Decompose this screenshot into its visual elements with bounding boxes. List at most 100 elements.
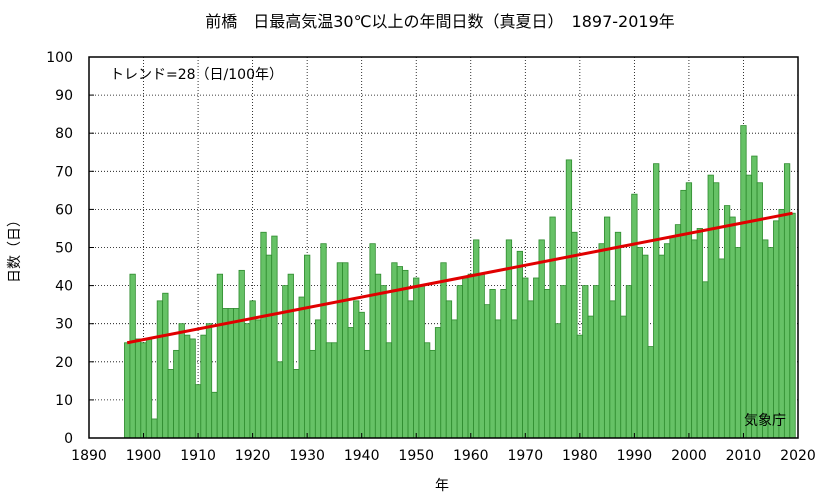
bar xyxy=(669,235,676,439)
y-tick-label: 10 xyxy=(55,393,73,409)
bar xyxy=(642,254,649,439)
bar xyxy=(451,319,458,439)
y-tick-label: 40 xyxy=(55,279,73,295)
bar xyxy=(456,285,463,439)
bar xyxy=(696,228,703,439)
bar xyxy=(734,247,742,439)
y-axis-label: 日数（日） xyxy=(7,213,23,283)
bar xyxy=(538,239,545,439)
bar xyxy=(680,189,687,439)
bars xyxy=(124,125,796,439)
bar xyxy=(767,247,774,439)
bar xyxy=(762,239,769,439)
bar xyxy=(320,243,327,439)
bar xyxy=(216,273,224,439)
bar xyxy=(647,346,654,439)
bar xyxy=(598,243,605,439)
bar xyxy=(462,277,469,439)
bar xyxy=(565,159,573,439)
bar xyxy=(353,300,360,439)
x-tick-label: 2000 xyxy=(671,448,707,464)
bar xyxy=(282,285,289,439)
bar xyxy=(314,319,322,439)
bar xyxy=(396,266,403,439)
bar xyxy=(691,239,698,439)
x-tick-label: 2010 xyxy=(726,448,762,464)
bar xyxy=(145,338,153,439)
bar xyxy=(685,182,693,439)
bar xyxy=(631,193,638,439)
bar xyxy=(467,273,474,439)
bar xyxy=(522,277,529,439)
bar xyxy=(205,323,213,439)
bar xyxy=(124,342,131,439)
bar xyxy=(407,300,414,439)
x-axis: 1890 1900 1910 1920 1930 1940 1950 1960 1970 1980… xyxy=(71,433,816,464)
bar xyxy=(653,163,660,439)
bar xyxy=(500,289,507,439)
y-tick-label: 80 xyxy=(55,126,73,142)
y-tick-label: 60 xyxy=(55,202,73,218)
bar xyxy=(347,327,354,439)
bar xyxy=(189,338,196,439)
bar xyxy=(729,216,736,439)
bar xyxy=(134,338,142,439)
bar xyxy=(533,277,540,439)
bar xyxy=(222,308,229,439)
bar xyxy=(429,349,436,439)
bar xyxy=(369,243,376,439)
bar xyxy=(413,277,420,439)
y-tick-label: 30 xyxy=(55,317,73,333)
source-label: 気象庁 xyxy=(744,413,786,429)
bar xyxy=(249,300,256,439)
bar xyxy=(484,304,491,439)
bar xyxy=(614,231,622,439)
bar xyxy=(560,285,567,439)
bar xyxy=(718,258,725,439)
bar xyxy=(238,269,245,439)
y-axis: 0 10 20 30 40 50 60 70 80 90 100 xyxy=(46,50,94,447)
x-tick-label: 1940 xyxy=(344,448,380,464)
bar xyxy=(129,273,136,439)
y-tick-label: 90 xyxy=(55,88,73,104)
bar xyxy=(304,254,311,439)
bar xyxy=(227,308,234,439)
bar xyxy=(167,369,174,439)
trend-label: トレンド=28（日/100年） xyxy=(110,67,283,83)
bar xyxy=(751,155,758,439)
x-tick-label: 1930 xyxy=(289,448,325,464)
bar xyxy=(478,273,485,439)
bar xyxy=(173,349,180,439)
bar xyxy=(336,262,344,439)
bar xyxy=(702,281,709,439)
bar xyxy=(402,269,409,439)
bar xyxy=(156,300,164,439)
bar xyxy=(554,323,562,439)
bar xyxy=(620,315,627,439)
x-tick-label: 1970 xyxy=(507,448,543,464)
bar xyxy=(342,262,349,439)
bar xyxy=(571,231,578,439)
bar xyxy=(380,285,387,439)
bar xyxy=(244,323,251,439)
y-tick-label: 0 xyxy=(64,431,73,447)
bar xyxy=(543,289,551,439)
bar xyxy=(494,319,502,439)
bar xyxy=(424,342,431,439)
x-tick-label: 1990 xyxy=(617,448,653,464)
bar xyxy=(358,311,365,439)
bar xyxy=(674,224,682,439)
y-tick-label: 20 xyxy=(55,355,73,371)
bar xyxy=(527,300,534,439)
trend-line xyxy=(126,211,793,345)
bar xyxy=(576,334,583,439)
bar xyxy=(587,315,594,439)
bar xyxy=(516,250,523,439)
bar xyxy=(325,342,333,439)
bar xyxy=(723,205,731,439)
bar xyxy=(200,334,207,439)
bar xyxy=(309,349,316,439)
bar xyxy=(194,384,202,439)
x-tick-label: 2020 xyxy=(780,448,816,464)
